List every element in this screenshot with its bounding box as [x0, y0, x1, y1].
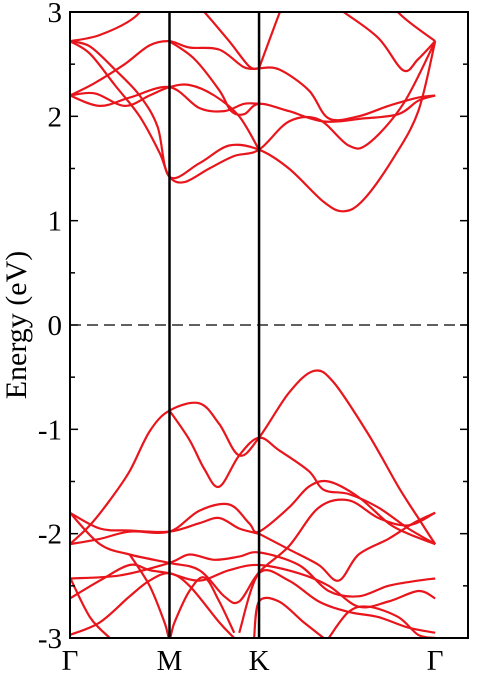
- x-tick-label: Γ: [62, 645, 79, 677]
- band-line-18: [258, 511, 436, 582]
- band-line-22: [70, 577, 111, 638]
- band-line-25: [253, 596, 325, 638]
- band-line-20: [70, 563, 436, 609]
- y-axis-ticks: -3 -2 -1 0 1 2 3: [38, 0, 468, 655]
- band-line-1: [70, 40, 437, 213]
- band-line-10: [257, 12, 282, 69]
- band-line-2: [70, 40, 437, 184]
- band-line-6: [70, 12, 142, 43]
- band-line-23: [128, 553, 236, 638]
- y-tick-label: 1: [48, 206, 63, 238]
- band-line-5: [70, 85, 260, 113]
- band-line-11: [341, 12, 436, 73]
- y-tick-label: 2: [48, 101, 63, 133]
- x-tick-label: K: [249, 645, 270, 677]
- band-line-3: [70, 83, 260, 151]
- x-tick-label: Γ: [427, 645, 444, 677]
- band-line-16: [70, 479, 436, 546]
- band-line-15: [70, 511, 260, 535]
- band-line-12: [396, 12, 436, 43]
- band-line-14: [168, 409, 436, 546]
- band-line-19: [70, 551, 436, 598]
- y-axis-label: Energy (eV): [0, 251, 33, 400]
- y-tick-label: -3: [38, 623, 62, 655]
- band-line-21: [70, 572, 235, 638]
- band-line-9: [258, 66, 436, 122]
- high-symmetry-lines: [168, 12, 261, 638]
- band-line-8: [168, 40, 436, 123]
- y-tick-label: -2: [38, 519, 62, 551]
- band-line-17: [70, 498, 436, 605]
- y-tick-label: -1: [38, 414, 62, 446]
- y-tick-label: 3: [48, 0, 63, 29]
- band-line-7: [202, 12, 260, 70]
- band-line-26: [327, 605, 436, 638]
- x-tick-label: M: [157, 645, 183, 677]
- y-tick-label: 0: [48, 310, 63, 342]
- band-lines: [70, 12, 437, 638]
